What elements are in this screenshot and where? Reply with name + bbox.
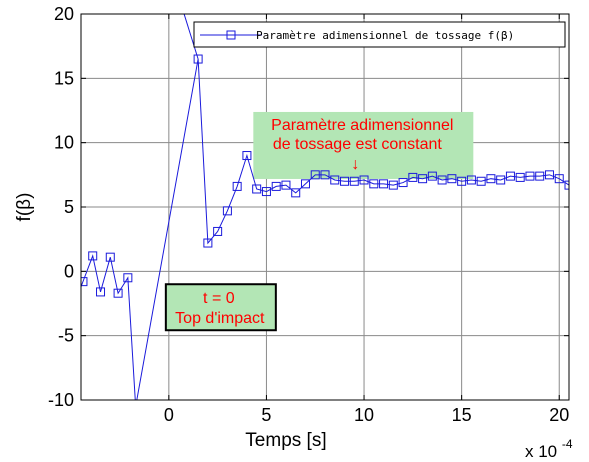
annotation-constant-box [253,111,474,179]
annotation-boxes [164,111,474,332]
series-point [88,251,98,261]
series-point [486,174,496,184]
series-group [81,14,569,400]
x-tick-label: 0 [164,405,174,425]
x-tick-label: 10 [354,405,374,425]
x-axis-exponent-base: x 10 [525,442,557,461]
series-point [222,206,232,216]
annotation-impact-line1: t = 0 [203,290,235,307]
series-point [379,179,389,189]
annotation-constant-arrow: ↓ [351,156,359,173]
annotation-constant-line1: Paramètre adimensionnel [271,117,453,134]
legend-label: Paramètre adimensionnel de tossage f(β) [256,29,514,42]
x-axis-label: Temps [s] [245,430,326,451]
series-point [525,171,535,181]
series-point [544,170,554,180]
y-tick-label: 5 [64,197,74,217]
series-line-offscale [183,14,199,60]
series-point [330,175,340,185]
series-point [310,170,320,180]
series-point [418,174,428,184]
legend: Paramètre adimensionnel de tossage f(β) [193,21,566,48]
series-point [242,151,252,161]
series-point [340,176,350,186]
series-point [476,176,486,186]
series-point [388,180,398,190]
series-point [203,238,213,248]
series-point [359,175,369,185]
series-point [300,179,310,189]
y-tick-label: 15 [54,68,74,88]
series-clipped [81,14,569,400]
series-point [232,181,242,191]
series-point [408,172,418,182]
series-point [96,287,106,297]
x-tick-label: 15 [452,405,472,425]
annotation-impact-box [164,283,277,332]
series-point [535,171,545,181]
series-point [320,170,330,180]
series-point [398,178,408,188]
axis-ticks: 0 5 10 15 20 -10 -5 0 5 10 15 20 [48,4,569,425]
x-axis-exponent-power: -4 [562,437,573,451]
y-tick-label: 0 [64,261,74,281]
series-point [291,188,301,198]
series-point [271,181,281,191]
series-point [496,175,506,185]
series-point [349,176,359,186]
series-point [427,171,437,181]
series-point [505,171,515,181]
x-axis-exponent: x 10 -4 [525,437,573,461]
series-point [457,176,467,186]
series-point [252,184,262,194]
series-point [213,226,223,236]
series-point [437,175,447,185]
series-point [113,288,123,298]
y-axis-label: f(β) [14,193,35,222]
series-point [281,180,291,190]
series-point [193,54,203,64]
y-tick-label: -10 [48,390,74,410]
series-point [81,277,88,287]
series-point [105,252,115,262]
y-tick-label: 20 [54,4,74,24]
series-point [123,273,133,283]
series-point [369,179,379,189]
series-point [564,180,569,190]
y-tick-label: -5 [58,326,74,346]
series-point [447,174,457,184]
annotation-constant-line2: de tossage est constant [273,136,443,153]
annotation-impact-line2: Top d'impact [175,310,265,327]
legend-marker [226,30,236,40]
y-tick-label: 10 [54,133,74,153]
series-point [515,172,525,182]
annotation-texts: Paramètre adimensionnel de tossage est c… [175,117,453,327]
series-line [81,58,569,400]
x-tick-label: 5 [261,405,271,425]
series-point [466,175,476,185]
x-tick-label: 20 [549,405,569,425]
series-point [261,187,271,197]
series-point [554,174,564,184]
